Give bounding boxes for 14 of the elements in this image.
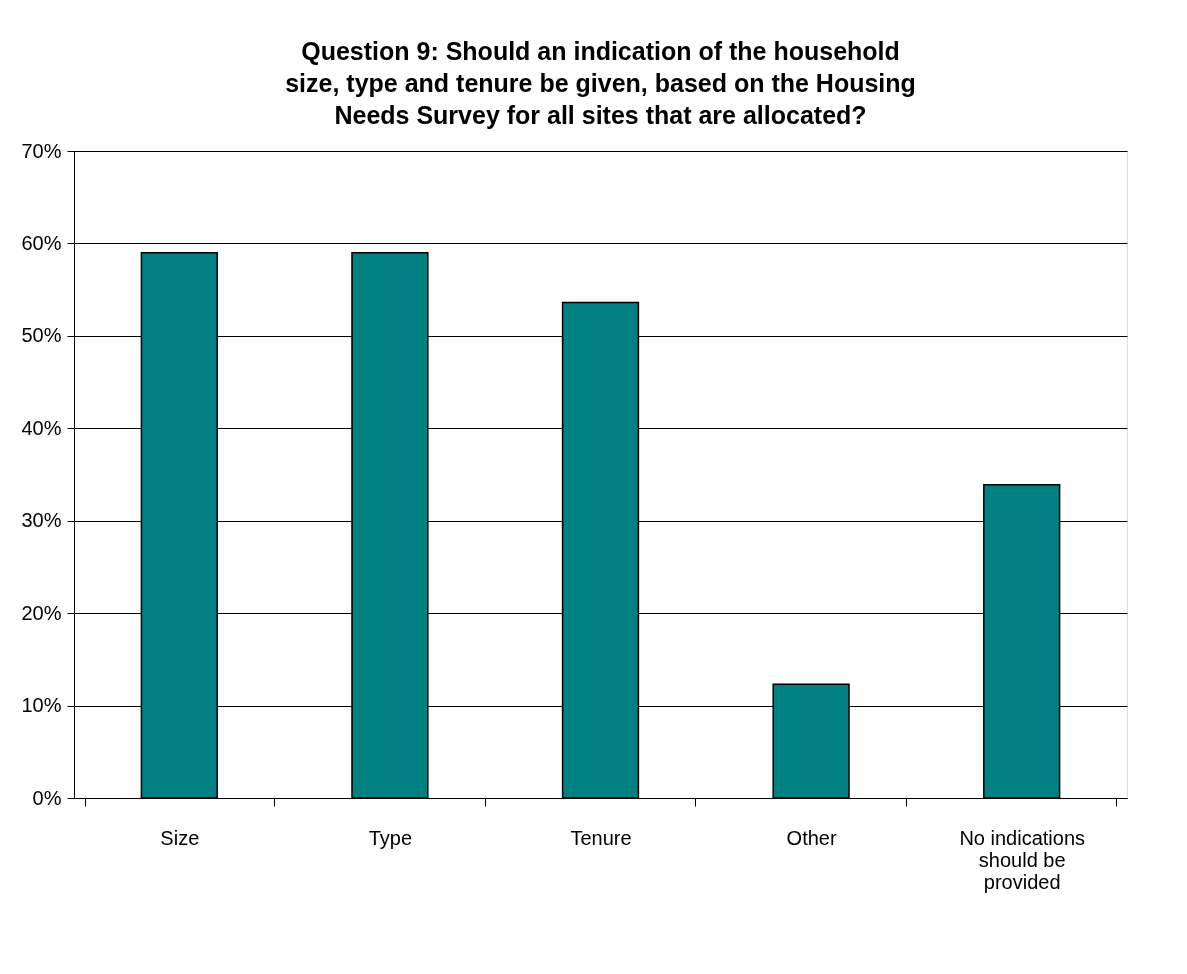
y-tick-label: 0%	[32, 786, 62, 809]
y-tick-label: 60%	[21, 231, 62, 254]
y-tick-label: 30%	[21, 509, 62, 532]
x-tick-label: Other	[786, 826, 837, 849]
y-tick-label: 40%	[21, 416, 62, 439]
x-tick-label: No indications should be provided	[959, 826, 1086, 893]
chart-title: Question 9: Should an indication of the household size, type and tenure be given, based on the Housing Needs Survey for all sites that are allocated?	[285, 37, 916, 129]
y-tick-label: 50%	[21, 324, 62, 347]
x-tick-label: Size	[160, 826, 200, 849]
x-tick-label: Type	[368, 826, 413, 849]
x-tick-label: Tenure	[570, 826, 632, 849]
y-tick-label: 10%	[21, 694, 62, 717]
y-tick-label: 20%	[21, 601, 62, 624]
y-tick-label: 70%	[21, 139, 62, 162]
